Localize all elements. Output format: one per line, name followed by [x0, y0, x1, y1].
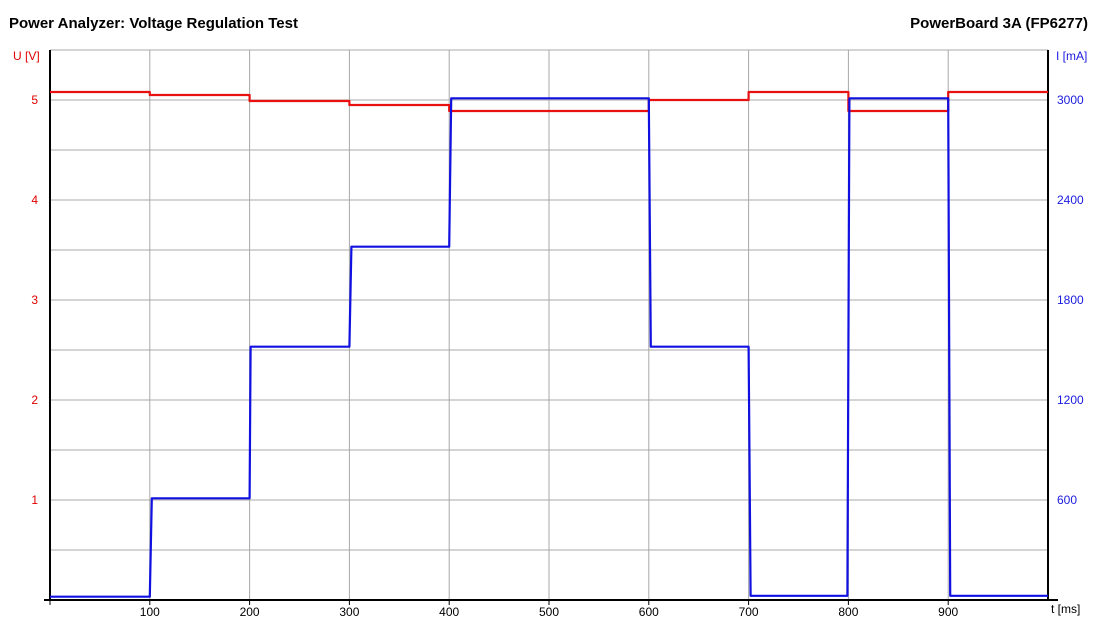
y-left-tick-label: 1 — [31, 493, 38, 507]
y-right-tick-label: 600 — [1057, 493, 1077, 507]
y-right-tick-label: 3000 — [1057, 93, 1084, 107]
device-label: PowerBoard 3A (FP6277) — [910, 15, 1088, 32]
y-left-tick-label: 2 — [31, 393, 38, 407]
x-tick-label: 400 — [439, 605, 459, 619]
y-right-tick-label: 2400 — [1057, 193, 1084, 207]
current-series-line — [50, 97, 1048, 598]
x-tick-label: 800 — [838, 605, 858, 619]
voltage-series-line — [50, 90, 1048, 113]
y-left-tick-label: 3 — [31, 293, 38, 307]
x-tick-label: 200 — [240, 605, 260, 619]
y-left-tick-label: 4 — [31, 193, 38, 207]
y-left-tick-label: 5 — [31, 93, 38, 107]
x-tick-label: 500 — [539, 605, 559, 619]
x-tick-label: 700 — [739, 605, 759, 619]
y-right-tick-label: 1800 — [1057, 293, 1084, 307]
chart-title: Power Analyzer: Voltage Regulation Test — [9, 15, 298, 32]
x-axis-label: t [ms] — [1051, 602, 1080, 616]
y-right-tick-label: 1200 — [1057, 393, 1084, 407]
y-left-axis-label: U [V] — [13, 49, 40, 63]
x-tick-label: 100 — [140, 605, 160, 619]
x-tick-label: 900 — [938, 605, 958, 619]
x-tick-label: 600 — [639, 605, 659, 619]
x-tick-label: 300 — [339, 605, 359, 619]
y-right-axis-label: I [mA] — [1056, 49, 1087, 63]
